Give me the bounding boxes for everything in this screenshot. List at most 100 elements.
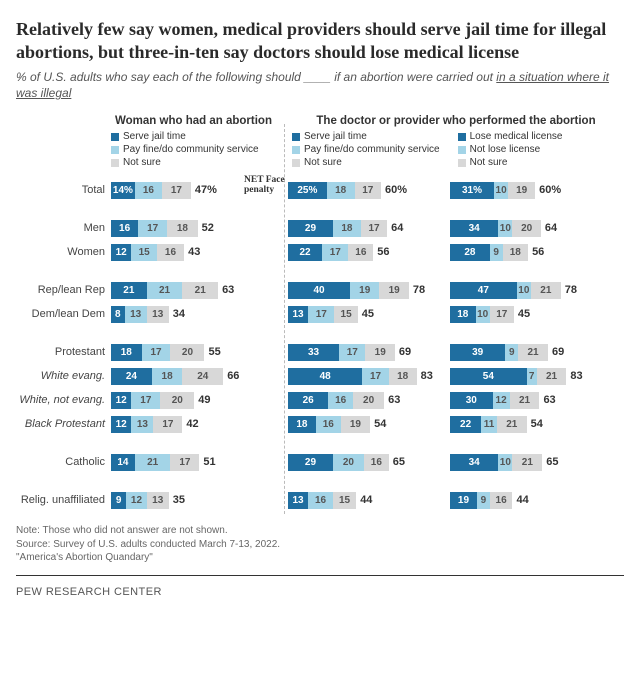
legend-item: Pay fine/do community service [292,144,440,155]
bar-group: 24182466 [111,368,276,385]
chart-subtitle: % of U.S. adults who say each of the fol… [16,69,624,101]
bar-segment: 17 [153,416,182,433]
net-value: 66 [227,370,251,382]
data-row: White evang.24182466481718835472183 [16,366,624,386]
bar-segment: 12 [111,416,131,433]
bar-segment: 16 [308,492,333,509]
bar-segment: 13 [125,306,147,323]
bar-segment: 17 [362,368,388,385]
stacked-bar: 19916 [450,492,512,509]
stacked-bar: 181619 [288,416,370,433]
chart-rows: NET Face penalty Total14%161747%25%18176… [16,180,624,510]
net-value: 69 [552,346,576,358]
bar-group: 47102178 [450,282,612,299]
stacked-bar: 301221 [450,392,539,409]
bar-segment: 20 [170,344,204,361]
bar-segment: 9 [477,492,490,509]
stacked-bar: 292016 [288,454,389,471]
bar-segment: 25% [288,182,327,199]
bar-segment: 17 [322,244,348,261]
net-value: 60% [385,184,409,196]
net-value: 51 [203,456,227,468]
bar-segment: 16 [316,416,341,433]
bar-segment: 18 [333,220,361,237]
data-row: Women12151643221716562891856 [16,242,624,262]
data-row: Protestant18172055331719693992169 [16,342,624,362]
stacked-bar: 181017 [450,306,514,323]
net-value: 44 [516,494,540,506]
bar-segment: 17 [162,182,191,199]
net-value: 35 [173,494,197,506]
net-value: 49 [198,394,222,406]
bar-group: 9121335 [111,492,276,509]
net-value: 45 [518,308,542,320]
bar-group: 29181764 [288,220,450,237]
bar-segment: 28 [450,244,490,261]
legend-swatch [111,133,119,141]
legend-item: Serve jail time [111,131,276,142]
net-value: 44 [360,494,384,506]
bar-segment: 13 [131,416,153,433]
net-value: 42 [186,418,210,430]
bar-segment: 39 [450,344,505,361]
bar-segment: 12 [126,492,146,509]
legend-label: Serve jail time [304,131,367,142]
legend-item: Serve jail time [292,131,440,142]
bar-segment: 17 [308,306,334,323]
bar-group: 2891856 [450,244,612,261]
bar-segment: 8 [111,306,125,323]
row-label: Women [16,246,111,258]
stacked-bar: 121317 [111,416,182,433]
data-row: Black Protestant121317421816195422112154 [16,414,624,434]
bar-segment: 9 [111,492,126,509]
legend-swatch [111,159,119,167]
bar-segment: 17 [170,454,199,471]
bar-segment: 21 [497,416,527,433]
bar-segment: 34 [450,454,498,471]
stacked-bar: 142117 [111,454,199,471]
bar-segment: 17 [355,182,381,199]
legend-label: Lose medical license [470,131,563,142]
stacked-bar: 261620 [288,392,384,409]
header-doctor: The doctor or provider who performed the… [288,115,624,127]
bar-group: 31%101960% [450,182,612,199]
stacked-bar: 28918 [450,244,528,261]
data-row: Dem/lean Dem81313341317154518101745 [16,304,624,324]
row-label: Total [16,184,111,196]
bar-segment: 15 [131,244,157,261]
bar-segment: 13 [288,306,308,323]
net-value: 55 [208,346,232,358]
bar-group: 25%181760% [288,182,450,199]
bar-segment: 20 [333,454,364,471]
bar-segment: 21 [510,392,540,409]
bar-segment: 13 [288,492,308,509]
bar-segment: 10 [498,454,512,471]
bar-segment: 19 [365,344,394,361]
stacked-bar: 471021 [450,282,561,299]
bar-segment: 18 [288,416,316,433]
row-label: Relig. unaffiliated [16,494,111,506]
stacked-bar: 481718 [288,368,417,385]
column-headers: Woman who had an abortion The doctor or … [16,115,624,127]
bar-segment: 33 [288,344,339,361]
row-label: Protestant [16,346,111,358]
bar-segment: 24 [111,368,152,385]
net-value: 63 [543,394,567,406]
bar-segment: 54 [450,368,527,385]
net-value: 78 [413,284,437,296]
bar-segment: 18 [167,220,198,237]
bar-segment: 17 [131,392,160,409]
bar-group: 33171969 [288,344,450,361]
data-row: Catholic142117512920166534102165 [16,452,624,472]
bar-segment: 12 [493,392,510,409]
stacked-bar: 14%1617 [111,182,191,199]
bar-group: 301221 63 [450,392,612,409]
net-header: NET Face penalty [244,176,286,196]
bar-segment: 10 [476,306,490,323]
row-label: Black Protestant [16,418,111,430]
bar-segment: 34 [450,220,498,237]
bar-segment: 18 [389,368,417,385]
bar-segment: 29 [288,220,333,237]
bar-segment: 18 [111,344,142,361]
row-label: Rep/lean Rep [16,284,111,296]
